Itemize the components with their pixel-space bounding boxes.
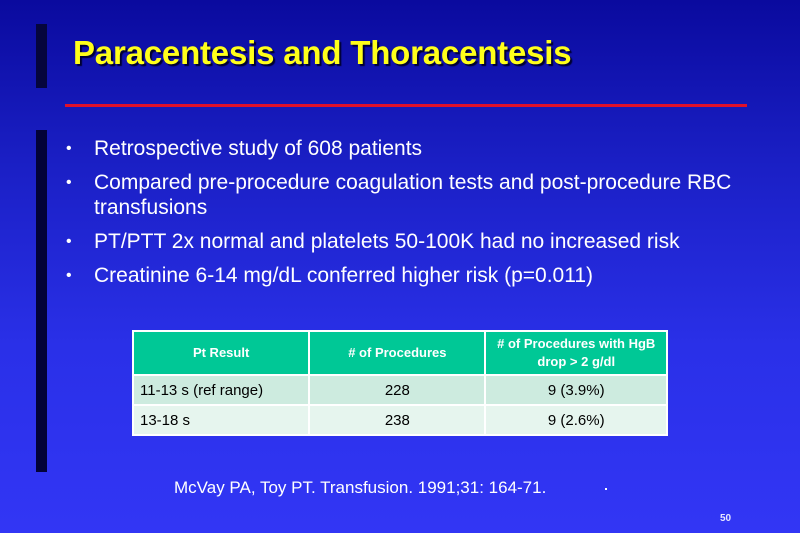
bullet-icon: • bbox=[66, 140, 72, 157]
bullet-text: Creatinine 6-14 mg/dL conferred higher r… bbox=[94, 264, 594, 287]
table-cell: 11-13 s (ref range) bbox=[134, 376, 309, 404]
bullet-item: • PT/PTT 2x normal and platelets 50-100K … bbox=[66, 229, 786, 254]
bullet-icon: • bbox=[66, 267, 72, 284]
table-header-row: Pt Result # of Procedures # of Procedure… bbox=[134, 332, 666, 374]
citation: McVay PA, Toy PT. Transfusion. 1991;31: … bbox=[174, 478, 547, 497]
table-header: # of Procedures bbox=[310, 332, 485, 374]
table-cell: 13-18 s bbox=[134, 406, 309, 434]
slide-title: Paracentesis and Thoracentesis bbox=[73, 34, 572, 71]
table-cell: 9 (3.9%) bbox=[486, 376, 666, 404]
bullet-item: • Creatinine 6-14 mg/dL conferred higher … bbox=[66, 263, 786, 288]
artifact-dot bbox=[605, 488, 607, 490]
table-cell: 238 bbox=[310, 406, 485, 434]
bullet-icon: • bbox=[66, 233, 72, 250]
table-cell: 228 bbox=[310, 376, 485, 404]
bullet-list: • Retrospective study of 608 patients • Co… bbox=[66, 136, 786, 297]
results-table: Pt Result # of Procedures # of Procedure… bbox=[132, 330, 668, 436]
table-row: 13-18 s 238 9 (2.6%) bbox=[134, 406, 666, 434]
table-cell: 9 (2.6%) bbox=[486, 406, 666, 434]
table-header: Pt Result bbox=[134, 332, 309, 374]
bullet-item: • Compared pre-procedure coagulation test… bbox=[66, 170, 786, 220]
bullet-text: PT/PTT 2x normal and platelets 50-100K h… bbox=[94, 230, 680, 253]
bullet-icon: • bbox=[66, 174, 72, 191]
bullet-text: Compared pre-procedure coagulation tests… bbox=[94, 171, 732, 219]
table-header: # of Procedures with HgB drop > 2 g/dl bbox=[486, 332, 666, 374]
accent-bar-top bbox=[36, 24, 47, 88]
accent-bar-side bbox=[36, 130, 47, 472]
table-row: 11-13 s (ref range) 228 9 (3.9%) bbox=[134, 376, 666, 404]
title-underline bbox=[65, 104, 747, 107]
page-number: 50 bbox=[720, 513, 732, 524]
bullet-text: Retrospective study of 608 patients bbox=[94, 137, 423, 160]
bullet-item: • Retrospective study of 608 patients bbox=[66, 136, 786, 161]
